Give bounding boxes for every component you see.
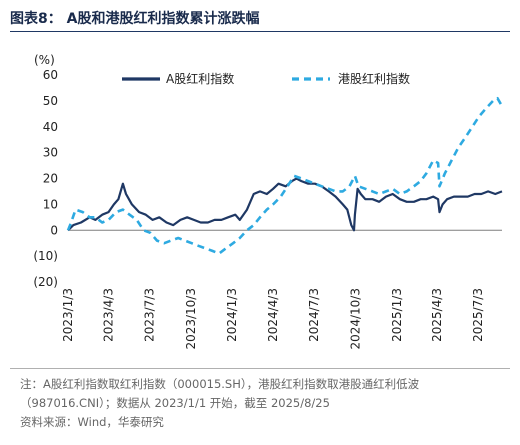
- y-tick-label: 30: [43, 146, 58, 160]
- y-tick-label: 0: [50, 223, 58, 237]
- y-tick-label: 40: [43, 120, 58, 134]
- x-tick-label: 2024/4/3: [266, 288, 280, 342]
- y-axis-label: (%): [34, 53, 55, 67]
- x-tick-label: 2025/1/3: [390, 288, 404, 342]
- y-tick-label: 50: [43, 94, 58, 108]
- title-divider: [10, 31, 510, 32]
- figure-title: 图表8： A股和港股红利指数累计涨跌幅: [10, 11, 260, 27]
- x-tick-label: 2024/1/3: [225, 288, 239, 342]
- x-tick-label: 2023/4/3: [101, 288, 115, 342]
- y-tick-label: 10: [43, 197, 58, 211]
- y-tick-label: (10): [33, 249, 58, 263]
- series-line-hk-share: [66, 97, 504, 255]
- y-tick-label: 20: [43, 172, 58, 186]
- x-tick-label: 2024/10/3: [348, 288, 362, 350]
- x-tick-label: 2025/4/3: [430, 288, 444, 342]
- y-tick-label: (20): [33, 275, 58, 289]
- series-line-a-share: [67, 177, 503, 232]
- legend-label-a-share: A股红利指数: [166, 71, 234, 86]
- x-tick-label: 2023/10/3: [184, 288, 198, 350]
- x-tick-label: 2023/7/3: [142, 288, 156, 342]
- x-tick-label: 2023/1/3: [61, 288, 75, 342]
- y-axis: (20) (10) 0 10 20 30 40 50 60: [33, 68, 58, 289]
- y-tick-label: 60: [43, 68, 58, 82]
- series-lines: [66, 97, 504, 255]
- x-tick-label: 2025/7/3: [471, 288, 485, 342]
- legend-label-hk-share: 港股红利指数: [338, 71, 410, 86]
- source-note: 资料来源：Wind，华泰研究: [20, 415, 164, 429]
- x-axis: 2023/1/3 2023/4/3 2023/7/3 2023/10/3 2024/1/…: [61, 229, 502, 350]
- legend: A股红利指数 港股红利指数: [122, 71, 410, 86]
- x-tick-label: 2024/7/3: [307, 288, 321, 342]
- note-line-2: （987016.CNI）；数据从 2023/1/1 开始，截至 2025/8/2…: [20, 396, 330, 410]
- notes-divider: [10, 368, 510, 369]
- note-line-1: 注：A股红利指数取红利指数（000015.SH），港股红利指数取港股通红利低波: [20, 377, 420, 391]
